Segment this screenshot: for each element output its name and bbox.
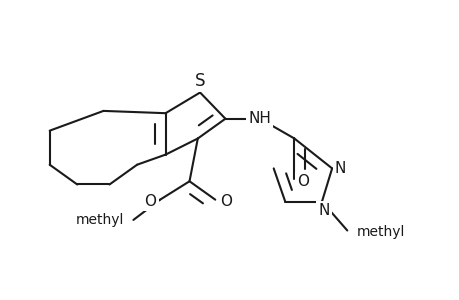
Text: N: N	[334, 161, 346, 176]
Text: O: O	[296, 174, 308, 189]
Text: S: S	[195, 72, 205, 90]
Text: NH: NH	[248, 111, 271, 126]
Text: O: O	[219, 194, 231, 209]
Text: methyl: methyl	[356, 225, 404, 239]
Text: methyl: methyl	[76, 213, 124, 227]
Text: N: N	[318, 203, 329, 218]
Text: O: O	[144, 194, 156, 209]
